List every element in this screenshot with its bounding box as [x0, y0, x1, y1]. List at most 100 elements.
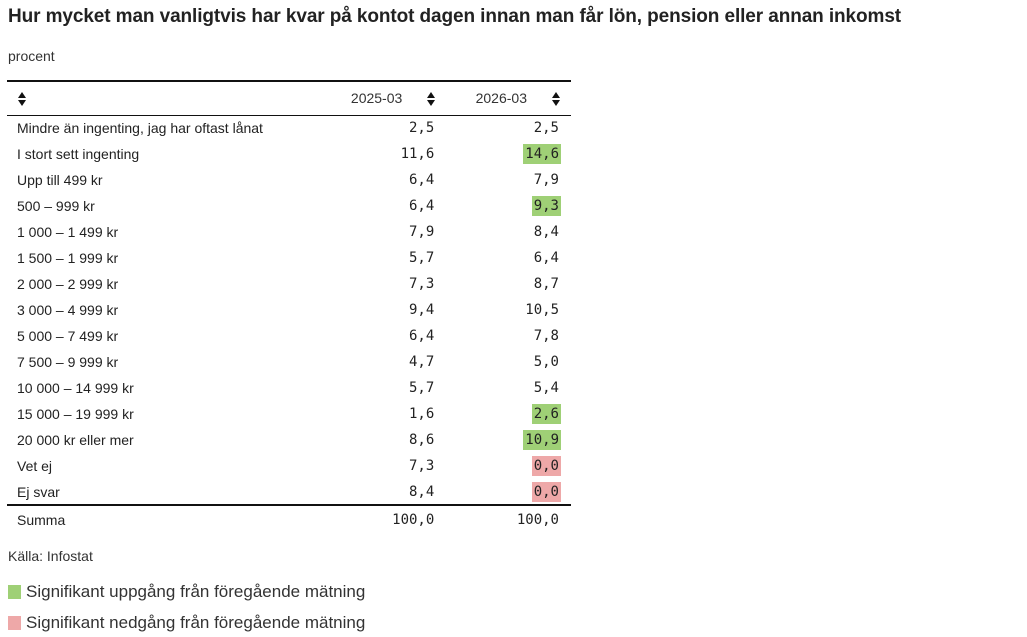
- row-label: I stort sett ingenting: [17, 146, 140, 162]
- value: 10,5: [525, 302, 559, 318]
- cell-value: 2,5: [446, 115, 571, 141]
- significant-up-value: 10,9: [523, 430, 561, 450]
- significant-up-value: 2,6: [531, 404, 561, 424]
- value: 7,3: [409, 276, 435, 292]
- cell-value: 5,0: [446, 349, 571, 375]
- source-note: Källa: Infostat: [8, 548, 93, 564]
- cell-value: 2,5: [322, 115, 447, 141]
- legend-down: Signifikant nedgång från föregående mätn…: [8, 613, 365, 633]
- cell-value: 8,4: [446, 219, 571, 245]
- table-row: 1 000 – 1 499 kr 7,9 8,4: [7, 219, 571, 245]
- total-value: 100,0: [516, 511, 559, 528]
- cell-value: 6,4: [322, 323, 447, 349]
- cell-value: 7,3: [322, 453, 447, 479]
- value: 5,0: [533, 354, 559, 370]
- row-label: 7 500 – 9 999 kr: [17, 354, 119, 370]
- table-row: 1 500 – 1 999 kr 5,7 6,4: [7, 245, 571, 271]
- significant-down-value: 0,0: [531, 456, 561, 476]
- cell-value: 6,4: [322, 193, 447, 219]
- value: 5,4: [533, 380, 559, 396]
- value: 2,5: [533, 120, 559, 137]
- table-row: Upp till 499 kr 6,4 7,9: [7, 167, 571, 193]
- legend-swatch-down: [8, 616, 21, 630]
- row-label: 3 000 – 4 999 kr: [17, 302, 119, 318]
- value: 9,4: [409, 302, 435, 318]
- value: 8,6: [409, 432, 435, 448]
- table-row: 5 000 – 7 499 kr 6,4 7,8: [7, 323, 571, 349]
- row-label: 2 000 – 2 999 kr: [17, 276, 119, 292]
- total-label: Summa: [17, 511, 66, 528]
- row-label: 500 – 999 kr: [17, 198, 95, 214]
- table-row: 7 500 – 9 999 kr 4,7 5,0: [7, 349, 571, 375]
- cell-value: 14,6: [446, 141, 571, 167]
- significant-down-value: 0,0: [531, 481, 561, 502]
- cell-value: 5,7: [322, 375, 447, 401]
- table-row: Mindre än ingenting, jag har oftast låna…: [7, 115, 571, 141]
- data-table: 2025-03 2026-03 Mindre än ingenting, jag…: [7, 80, 571, 533]
- table-row: 15 000 – 19 999 kr 1,6 2,6: [7, 401, 571, 427]
- row-label: 20 000 kr eller mer: [17, 432, 134, 448]
- header-label-column: [7, 81, 322, 115]
- value: 5,7: [409, 380, 435, 396]
- total-row: Summa 100,0 100,0: [7, 505, 571, 533]
- table-row: 10 000 – 14 999 kr 5,7 5,4: [7, 375, 571, 401]
- cell-value: 7,3: [322, 271, 447, 297]
- cell-value: 8,6: [322, 427, 447, 453]
- cell-value: 8,4: [322, 479, 447, 505]
- table-row: Vet ej 7,3 0,0: [7, 453, 571, 479]
- row-label: Vet ej: [17, 458, 53, 474]
- significant-up-value: 14,6: [523, 144, 561, 164]
- row-label: Mindre än ingenting, jag har oftast låna…: [17, 120, 263, 137]
- cell-value: 4,7: [322, 349, 447, 375]
- value: 1,6: [409, 406, 435, 422]
- unit-label: procent: [8, 48, 55, 64]
- cell-value: 10,9: [446, 427, 571, 453]
- row-label: 10 000 – 14 999 kr: [17, 380, 134, 396]
- legend-swatch-up: [8, 585, 21, 599]
- cell-value: 0,0: [446, 453, 571, 479]
- value: 7,3: [409, 458, 435, 474]
- value: 8,4: [533, 224, 559, 240]
- value: 4,7: [409, 354, 435, 370]
- sort-icon[interactable]: [426, 91, 436, 107]
- total-value: 100,0: [392, 511, 435, 528]
- cell-value: 5,7: [322, 245, 447, 271]
- cell-value: 7,9: [322, 219, 447, 245]
- value: 6,4: [409, 198, 435, 214]
- row-label: Upp till 499 kr: [17, 172, 103, 188]
- cell-value: 10,5: [446, 297, 571, 323]
- cell-value: 6,4: [322, 167, 447, 193]
- value: 7,8: [533, 328, 559, 344]
- row-label: Ej svar: [17, 483, 60, 500]
- value: 8,7: [533, 276, 559, 292]
- value: 6,4: [533, 250, 559, 266]
- legend-up: Signifikant uppgång från föregående mätn…: [8, 582, 365, 602]
- row-label: 1 000 – 1 499 kr: [17, 224, 119, 240]
- header-col-0: 2025-03: [322, 81, 447, 115]
- value: 6,4: [409, 172, 435, 188]
- cell-value: 5,4: [446, 375, 571, 401]
- table-row: 500 – 999 kr 6,4 9,3: [7, 193, 571, 219]
- sort-icon[interactable]: [551, 91, 561, 107]
- table-row: 2 000 – 2 999 kr 7,3 8,7: [7, 271, 571, 297]
- cell-value: 1,6: [322, 401, 447, 427]
- cell-value: 2,6: [446, 401, 571, 427]
- row-label: 15 000 – 19 999 kr: [17, 406, 134, 422]
- value: 2,5: [409, 120, 435, 137]
- significant-up-value: 9,3: [531, 196, 561, 216]
- cell-value: 7,8: [446, 323, 571, 349]
- row-label: 5 000 – 7 499 kr: [17, 328, 119, 344]
- cell-value: 9,4: [322, 297, 447, 323]
- cell-value: 8,7: [446, 271, 571, 297]
- table-row: 20 000 kr eller mer 8,6 10,9: [7, 427, 571, 453]
- table-row: I stort sett ingenting 11,6 14,6: [7, 141, 571, 167]
- value: 8,4: [409, 483, 435, 500]
- cell-value: 11,6: [322, 141, 447, 167]
- sort-icon[interactable]: [17, 91, 27, 107]
- cell-value: 7,9: [446, 167, 571, 193]
- value: 6,4: [409, 328, 435, 344]
- header-row: 2025-03 2026-03: [7, 81, 571, 115]
- page-title: Hur mycket man vanligtvis har kvar på ko…: [8, 6, 902, 27]
- value: 11,6: [400, 146, 435, 162]
- table-row: Ej svar 8,4 0,0: [7, 479, 571, 505]
